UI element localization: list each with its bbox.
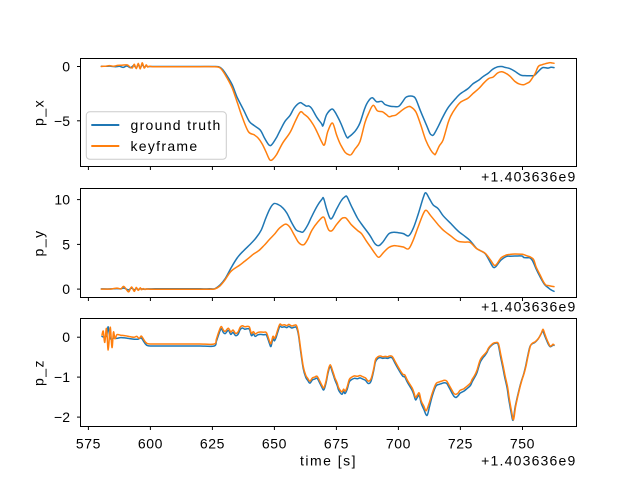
svg-text:650: 650 [262, 436, 287, 452]
svg-text:−1: −1 [54, 369, 70, 385]
svg-text:p_y: p_y [31, 229, 47, 256]
svg-text:+1.403636e9: +1.403636e9 [481, 299, 576, 315]
svg-text:0: 0 [62, 281, 70, 297]
svg-text:p_x: p_x [31, 99, 47, 126]
svg-text:675: 675 [324, 436, 349, 452]
svg-text:575: 575 [76, 436, 101, 452]
svg-text:0: 0 [62, 59, 70, 75]
svg-text:p_z: p_z [31, 359, 47, 386]
svg-text:5: 5 [62, 236, 70, 252]
svg-text:−2: −2 [54, 409, 70, 425]
svg-text:725: 725 [448, 436, 473, 452]
svg-text:time [s]: time [s] [300, 453, 357, 469]
svg-text:10: 10 [54, 192, 70, 208]
svg-text:−5: −5 [54, 113, 70, 129]
svg-text:+1.403636e9: +1.403636e9 [481, 169, 576, 185]
svg-text:ground truth: ground truth [131, 117, 222, 133]
svg-text:700: 700 [386, 436, 411, 452]
svg-text:keyframe: keyframe [131, 138, 199, 154]
svg-text:750: 750 [510, 436, 535, 452]
svg-text:+1.403636e9: +1.403636e9 [481, 453, 576, 469]
svg-text:625: 625 [200, 436, 225, 452]
svg-text:0: 0 [62, 329, 70, 345]
svg-text:600: 600 [138, 436, 163, 452]
